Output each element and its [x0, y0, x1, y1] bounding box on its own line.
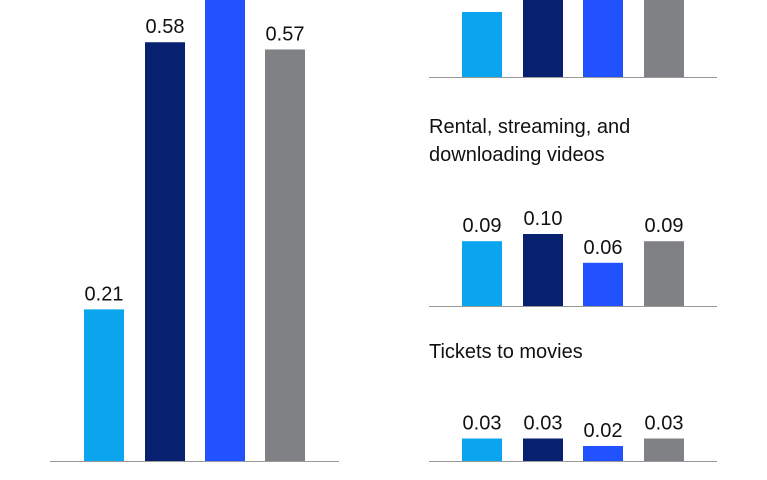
bar-left-panel-0 [84, 309, 124, 461]
bar-top-right-2 [583, 0, 623, 77]
rental-streaming-chart: Rental, streaming, and downloading video… [429, 116, 717, 307]
left-chart: 0.21 0.58 0.57 [50, 0, 339, 462]
tickets-title: Tickets to movies [429, 341, 583, 363]
bar-top-right-0 [462, 12, 502, 77]
bar-mid-right-2 [583, 262, 623, 306]
data-label-bot-right-0: 0.03 [463, 413, 502, 435]
bar-bot-right-0 [462, 438, 502, 461]
bar-left-panel-2 [205, 0, 245, 461]
top-right-chart [429, 0, 717, 78]
bar-top-right-1 [523, 0, 563, 77]
bar-bot-right-3 [644, 438, 684, 461]
data-label-bot-right-2: 0.02 [584, 420, 623, 442]
bar-left-panel-3 [265, 49, 305, 462]
bar-top-right-3 [644, 0, 684, 77]
bar-mid-right-1 [523, 234, 563, 306]
tickets-movies-chart: Tickets to movies 0.03 0.03 0.02 0.03 [429, 341, 717, 462]
data-label-left-panel-3: 0.57 [266, 23, 305, 45]
data-label-left-panel-0: 0.21 [85, 283, 124, 305]
bar-mid-right-3 [644, 241, 684, 306]
bar-bot-right-1 [523, 438, 563, 461]
data-label-left-panel-1: 0.58 [146, 16, 185, 38]
rental-title-line-1: Rental, streaming, and [429, 116, 630, 138]
rental-title-line-2: downloading videos [429, 144, 605, 166]
bar-bot-right-2 [583, 446, 623, 461]
bar-mid-right-0 [462, 241, 502, 306]
data-label-bot-right-1: 0.03 [524, 413, 563, 435]
data-label-bot-right-3: 0.03 [645, 413, 684, 435]
bar-left-panel-1 [145, 42, 185, 462]
data-label-mid-right-0: 0.09 [463, 215, 502, 237]
data-label-mid-right-2: 0.06 [584, 237, 623, 259]
data-label-mid-right-1: 0.10 [524, 208, 563, 230]
data-label-mid-right-3: 0.09 [645, 215, 684, 237]
